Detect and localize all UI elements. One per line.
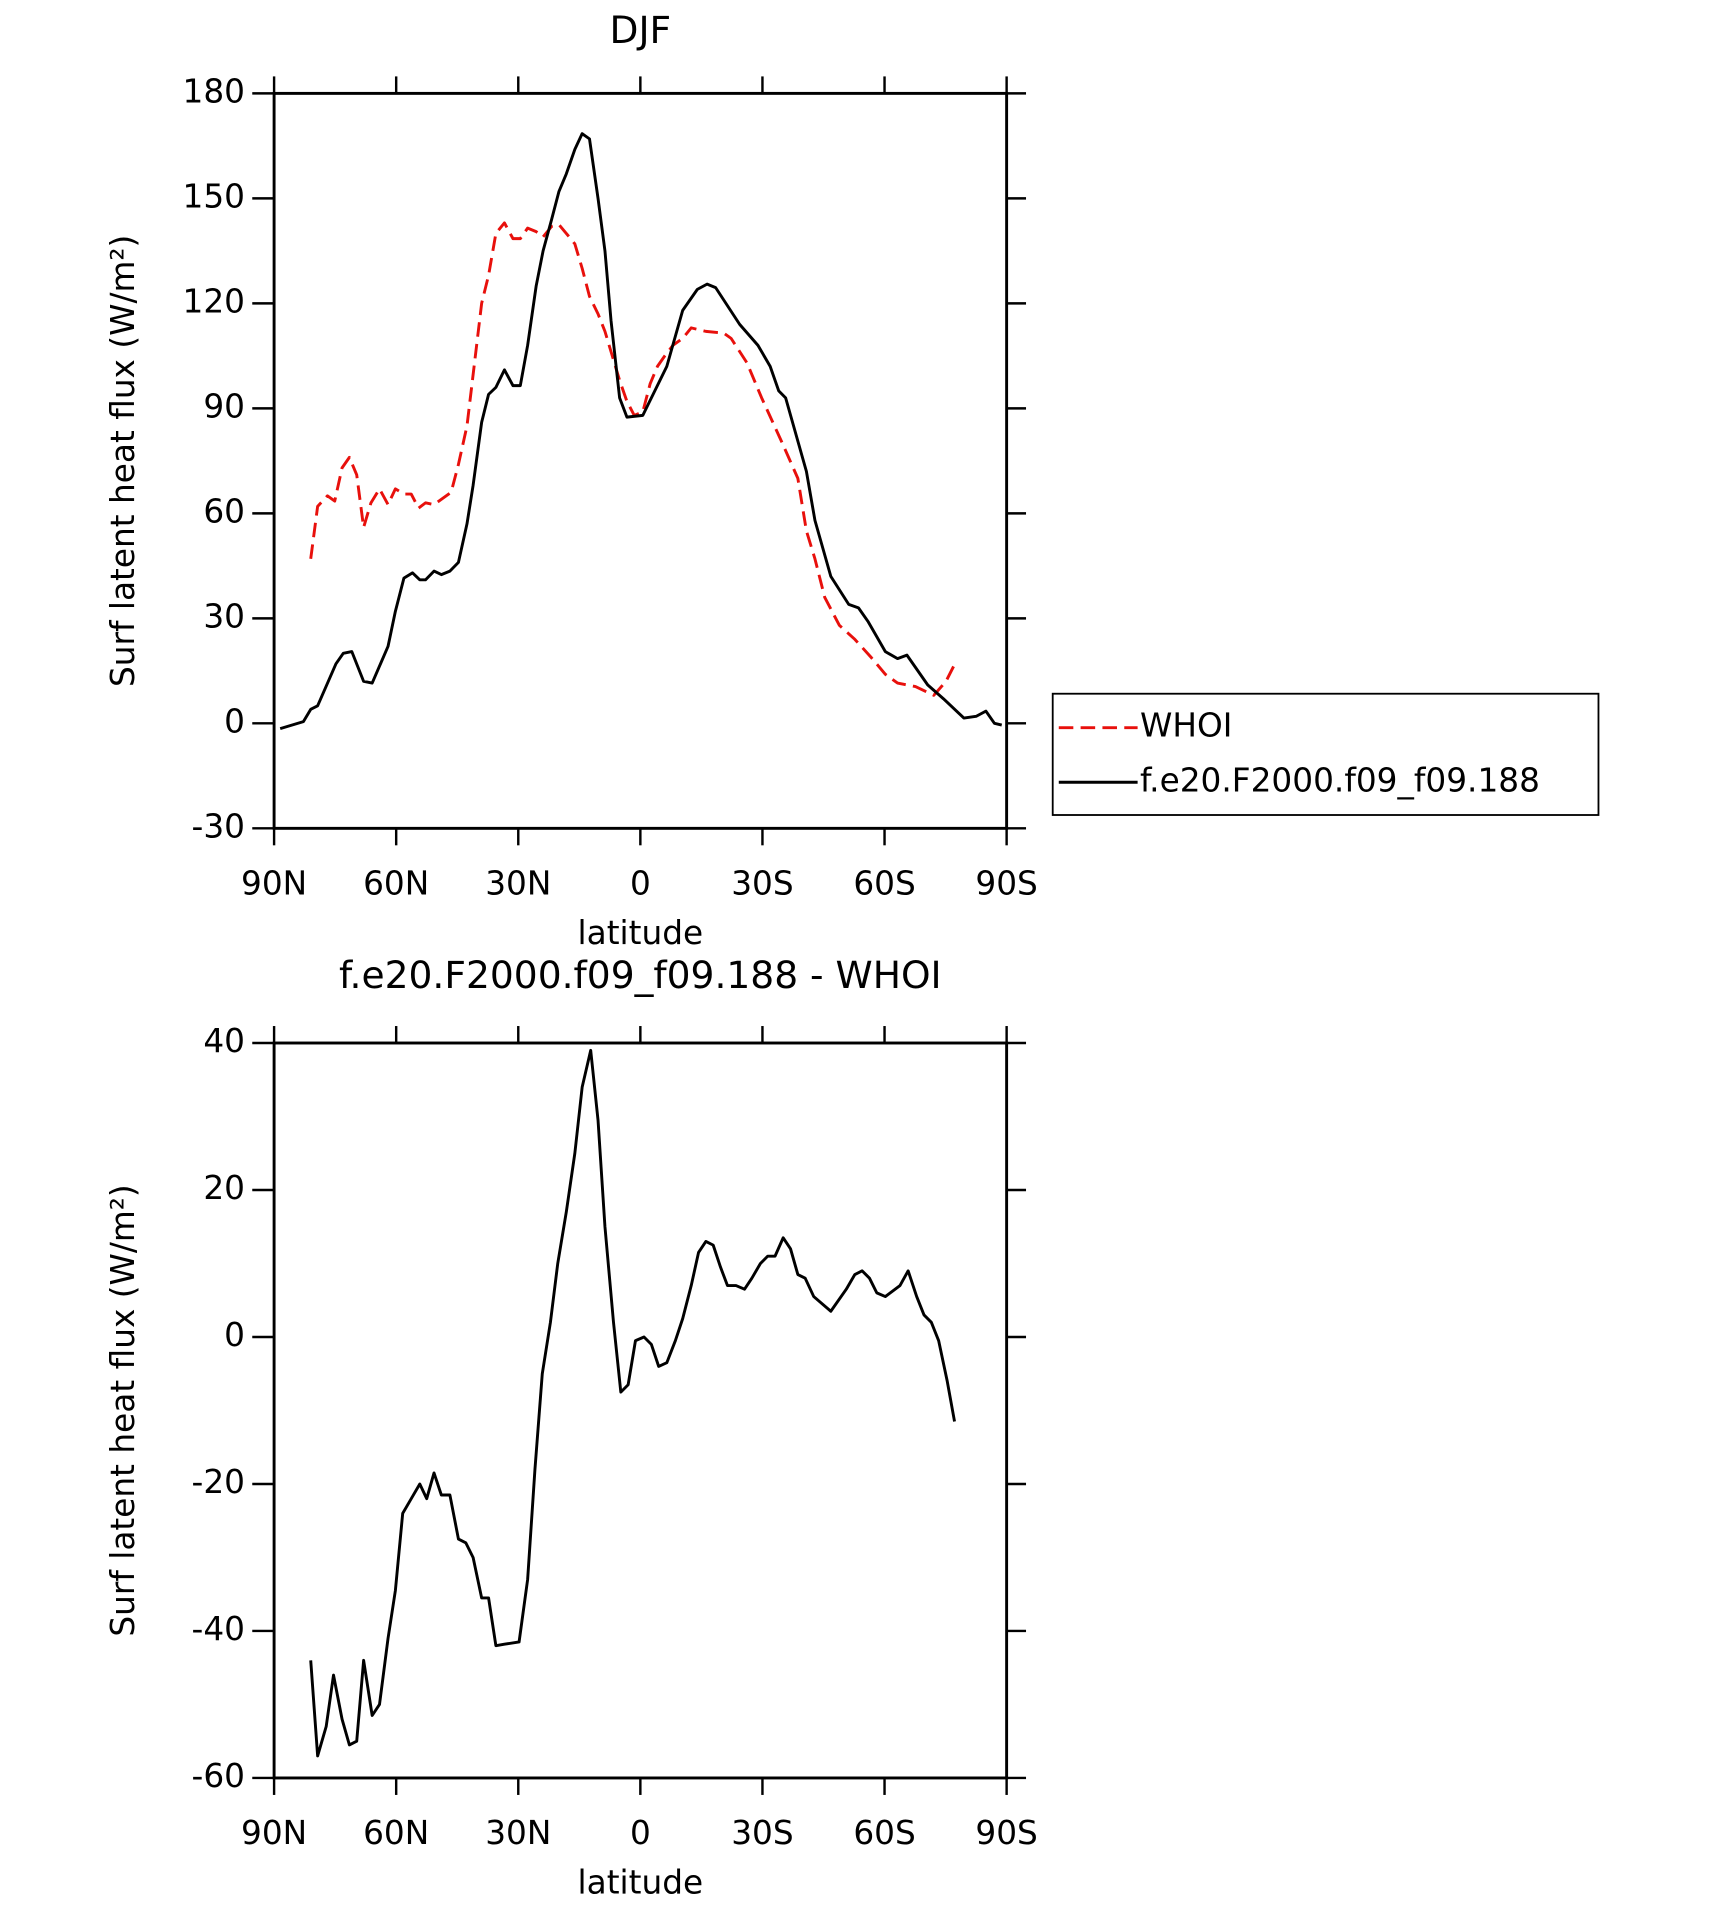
figure-body: DJF latitude Surf latent heat flux (W/m²) -…: [104, 8, 1600, 1902]
y-tick-label: 0: [224, 702, 245, 740]
x-tick-label: 30S: [731, 864, 793, 902]
y-tick-label: 60: [203, 492, 245, 530]
x-tick-label: 0: [630, 1814, 651, 1852]
x-tick-label: 0: [630, 864, 651, 902]
data-line: [309, 1048, 956, 1758]
x-tick-label: 90S: [975, 864, 1037, 902]
y-axis-label: Surf latent heat flux (W/m²): [104, 235, 142, 687]
x-tick-label: 60S: [853, 864, 915, 902]
x-tick-label: 60N: [363, 864, 429, 902]
y-tick-label: 0: [224, 1316, 245, 1354]
x-tick-label: 30N: [485, 1814, 551, 1852]
y-tick-label: 40: [203, 1022, 245, 1060]
y-tick-label: 180: [183, 72, 245, 110]
y-tick-label: 150: [183, 177, 245, 215]
y-tick-label: -40: [192, 1610, 245, 1648]
x-tick-label: 60N: [363, 1814, 429, 1852]
plot-frame: [272, 1041, 1009, 1780]
data-line: [279, 132, 1003, 730]
y-tick-label: -20: [192, 1463, 245, 1501]
x-tick-label: 90N: [241, 1814, 307, 1852]
y-tick-label: 120: [183, 282, 245, 320]
x-tick-label: 30N: [485, 864, 551, 902]
y-tick-label: 90: [203, 387, 245, 425]
chart-title: f.e20.F2000.f09_f09.188 - WHOI: [339, 953, 942, 997]
y-tick-label: -30: [192, 807, 245, 845]
y-tick-label: 20: [203, 1169, 245, 1207]
legend-box: [1051, 692, 1600, 816]
x-tick-label: 60S: [853, 1814, 915, 1852]
x-tick-label: 90N: [241, 864, 307, 902]
x-tick-label: 90S: [975, 1814, 1037, 1852]
y-axis-label: Surf latent heat flux (W/m²): [104, 1184, 142, 1636]
legend-label: WHOI: [1140, 707, 1232, 745]
legend-label: f.e20.F2000.f09_f09.188: [1140, 761, 1540, 799]
plot-frame: [272, 91, 1009, 830]
data-line: [309, 221, 958, 697]
chart-title: DJF: [610, 8, 672, 52]
x-axis-label: latitude: [578, 914, 704, 952]
x-tick-label: 30S: [731, 1814, 793, 1852]
y-tick-label: 30: [203, 597, 245, 635]
y-tick-label: -60: [192, 1757, 245, 1795]
x-axis-label: latitude: [578, 1864, 704, 1902]
